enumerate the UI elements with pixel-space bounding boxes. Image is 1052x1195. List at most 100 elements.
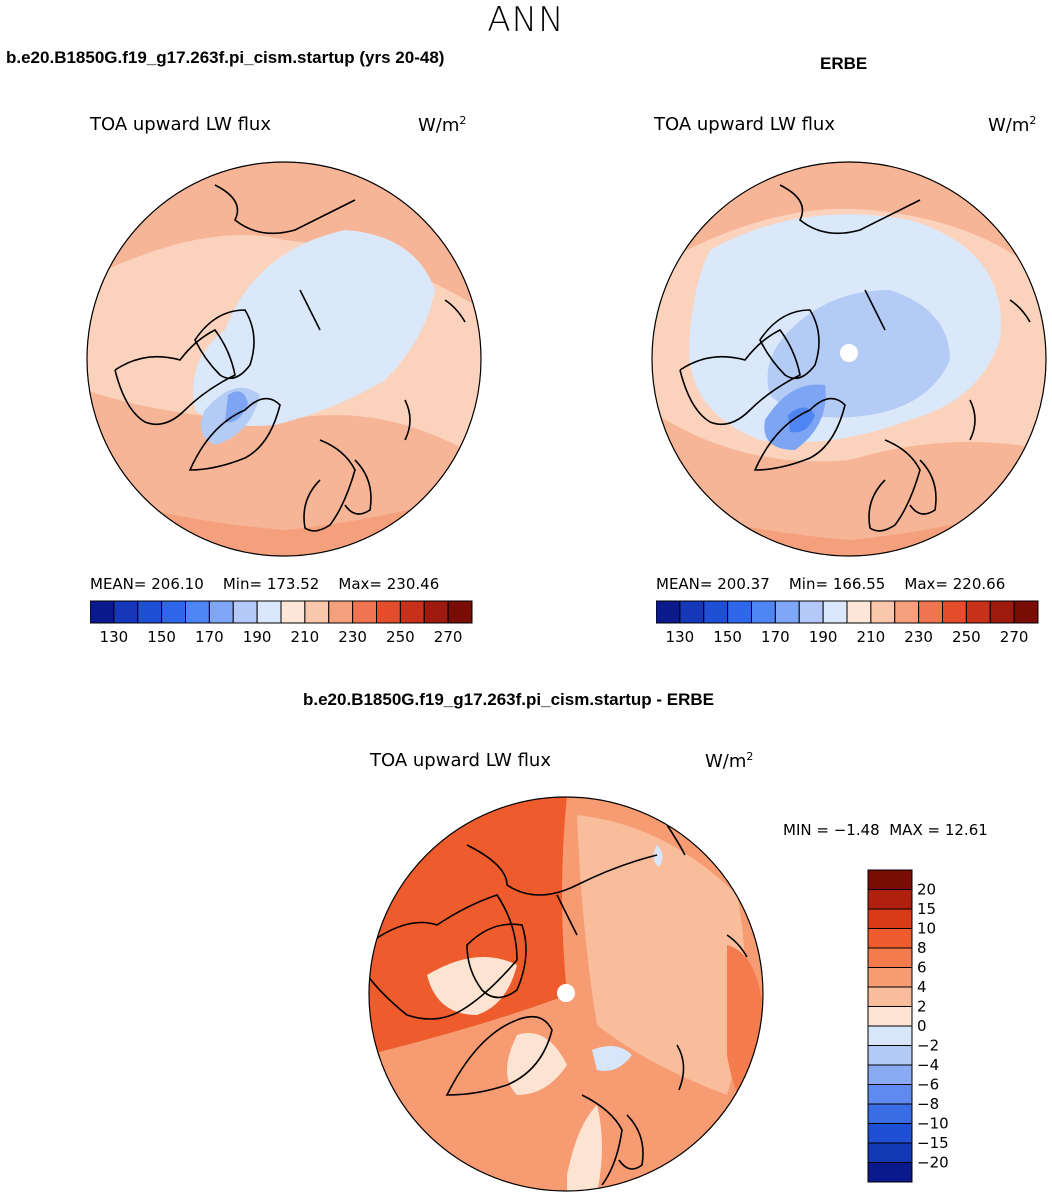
colorbar-tick-label: −10 [917,1115,949,1133]
colorbar-swatch [867,889,913,910]
panel-2-variable: TOA upward LW flux [654,114,835,135]
colorbar-tick-label: 190 [243,628,272,646]
colorbar-tick-label: −20 [917,1154,949,1172]
colorbar-swatch [798,600,824,624]
colorbar-swatch [774,600,800,624]
colorbar-swatch [867,986,913,1007]
colorbar-swatch [942,600,967,624]
colorbar-swatch [867,1162,913,1183]
colorbar-swatch [867,869,913,890]
colorbar-tick-label: 190 [809,628,838,646]
colorbar-swatch [867,1064,913,1085]
colorbar-swatch [822,600,848,624]
colorbar-swatch [90,600,115,624]
colorbar-tick-label: 2 [917,998,927,1016]
colorbar-tick-label: −2 [917,1037,939,1055]
colorbar-swatch [751,600,776,624]
colorbar-swatch [1013,600,1039,624]
panel-3-title: b.e20.B1850G.f19_g17.263f.pi_cism.startu… [303,690,715,709]
colorbar-swatch [113,600,139,624]
coastlines [679,184,1031,532]
colorbar-tick-label: 250 [952,628,981,646]
map-boundary [368,796,764,1192]
colorbar-swatch [304,600,330,624]
colorbar-swatch [867,1084,913,1105]
colorbar-tick-label: −8 [917,1095,939,1113]
colorbar-tick-label: 210 [291,628,320,646]
colorbar-swatch [867,928,913,949]
colorbar-swatch [656,600,681,624]
panel-1-stats: MEAN= 206.10 Min= 173.52 Max= 230.46 [90,575,440,593]
colorbar-tick-label: 170 [761,628,790,646]
panel-1-units: W/m2 [418,114,467,136]
colorbar-swatch [161,600,186,624]
colorbar-tick-label: 15 [917,900,936,918]
colorbar-swatch [867,947,913,968]
colorbar-swatch [846,600,872,624]
panel-1-title: b.e20.B1850G.f19_g17.263f.pi_cism.startu… [6,48,445,67]
figure-title: ANN [487,0,565,40]
colorbar-swatch [727,600,752,624]
colorbar-tick-label: 170 [195,628,224,646]
colorbar-tick-label: 210 [857,628,886,646]
colorbar-tick-label: 20 [917,881,936,899]
colorbar-swatch [137,600,163,624]
colorbar-tick-label: 230 [904,628,933,646]
panel-3-stats: MIN = −1.48 MAX = 12.61 [783,821,988,839]
colorbar-swatch [256,600,282,624]
panel-3-variable: TOA upward LW flux [370,750,551,771]
coastlines [369,824,748,1186]
colorbar-swatch [867,1142,913,1163]
colorbar-swatch [376,600,401,624]
colorbar-swatch [867,1103,913,1124]
colorbar-tick-label: −4 [917,1056,939,1074]
colorbar-tick-label: 270 [434,628,463,646]
colorbar-tick-label: 4 [917,978,927,996]
missing-data-pole [557,984,575,1002]
colorbar-swatch [918,600,943,624]
colorbar-tick-label: 150 [147,628,176,646]
colorbar-swatch [423,600,449,624]
colorbar-tick-label: 6 [917,959,927,977]
colorbar-tick-label: 270 [1000,628,1029,646]
colorbar-swatch [894,600,920,624]
colorbar-swatch [208,600,234,624]
colorbar-tick-label: 10 [917,920,936,938]
colorbar-swatch [399,600,425,624]
colorbar-swatch [679,600,705,624]
colorbar-tick-label: 8 [917,939,927,957]
colorbar-swatch [447,600,473,624]
colorbar-tick-label: 0 [917,1017,927,1035]
panel-3-map [368,796,764,1192]
panel-1-variable: TOA upward LW flux [90,114,271,135]
missing-data-pole [840,344,858,362]
colorbar-swatch [867,1045,913,1066]
colorbar-swatch [352,600,377,624]
colorbar-tick-label: −6 [917,1076,939,1094]
panel-2-colorbar: 130 150 170 190 210 230 250 270 [656,600,1039,646]
colorbar-swatch [870,600,896,624]
colorbar-tick-label: −15 [917,1134,949,1152]
colorbar-swatch [185,600,210,624]
colorbar-swatch [232,600,258,624]
colorbar-swatch [867,1006,913,1027]
panel-2-units: W/m2 [988,114,1037,136]
panel-2-stats: MEAN= 200.37 Min= 166.55 Max= 220.66 [656,575,1006,593]
colorbar-swatch [328,600,354,624]
colorbar-swatch [703,600,729,624]
panel-2-title: ERBE [820,54,868,73]
colorbar-swatch [989,600,1015,624]
colorbar-swatch [867,1025,913,1046]
colorbar-swatch [280,600,306,624]
colorbar-swatch [965,600,991,624]
colorbar-tick-label: 230 [338,628,367,646]
panel-1-colorbar: 130 150 170 190 210 230 250 270 [90,600,473,646]
colorbar-tick-label: 150 [713,628,742,646]
colorbar-tick-label: 130 [100,628,129,646]
colorbar-swatch [867,1123,913,1144]
colorbar-swatch [867,967,913,988]
map-boundary [86,161,482,557]
map-boundary [651,161,1047,557]
colorbar-tick-label: 130 [666,628,695,646]
